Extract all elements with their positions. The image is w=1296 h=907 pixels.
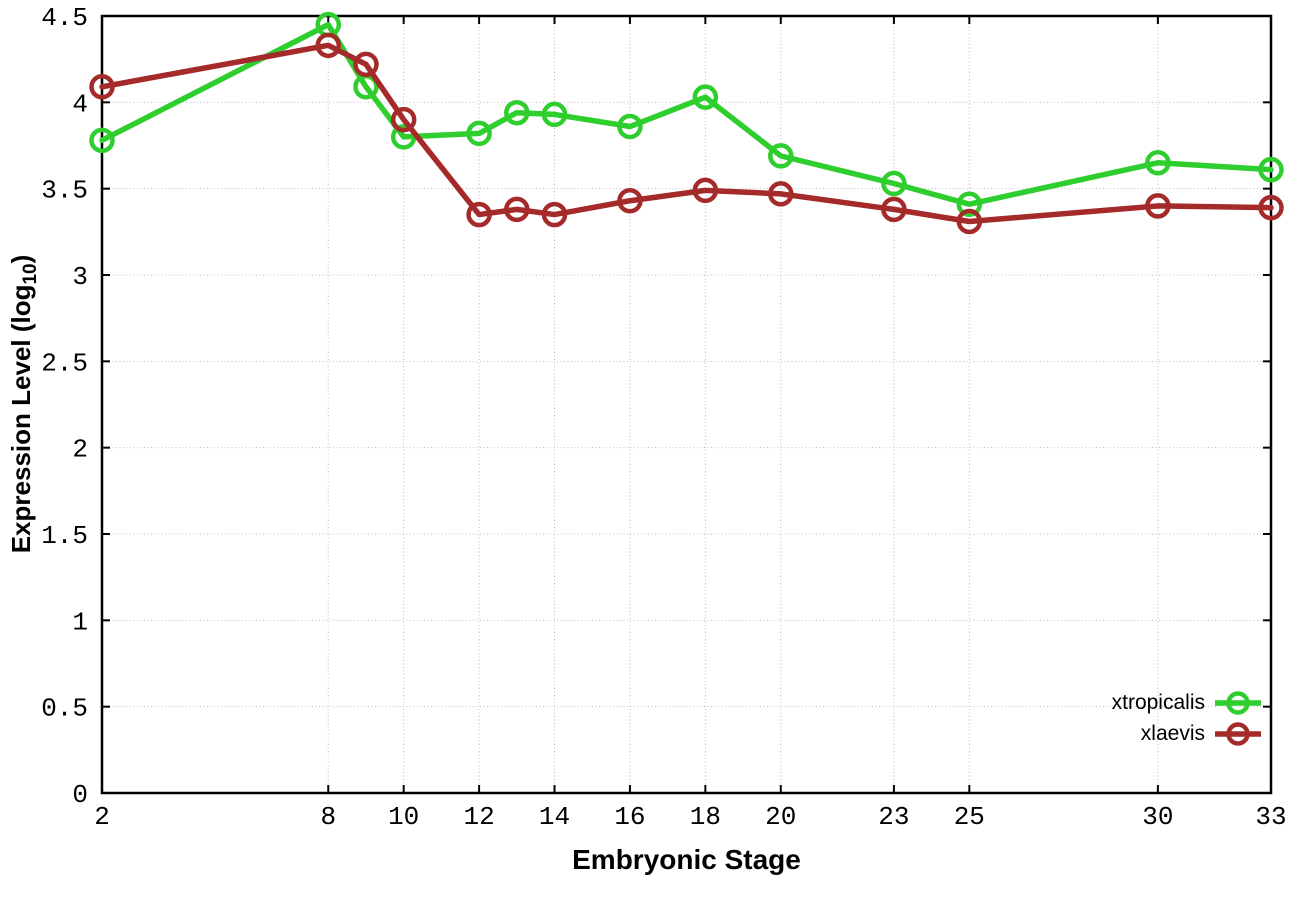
data-point-xlaevis	[956, 208, 983, 235]
y-tick-label: 1	[72, 607, 88, 637]
data-point-xtropicalis	[466, 120, 492, 147]
y-tick-label: 1.5	[41, 521, 88, 551]
data-point-xtropicalis	[692, 84, 719, 110]
y-tick-label: 0.5	[41, 694, 88, 724]
y-tick-label: 2.5	[41, 348, 88, 378]
data-point-xlaevis	[504, 196, 530, 223]
data-point-xlaevis	[466, 201, 492, 228]
data-point-xlaevis	[315, 32, 342, 59]
data-point-xtropicalis	[1258, 156, 1284, 183]
data-point-xlaevis	[617, 188, 643, 214]
data-point-xlaevis	[89, 74, 115, 100]
legend: xtropicalis xlaevis	[1112, 687, 1262, 749]
data-point-xtropicalis	[89, 127, 115, 154]
x-axis-title: Embryonic Stage	[572, 844, 801, 875]
data-point-xtropicalis	[504, 99, 530, 126]
data-point-xtropicalis	[617, 113, 643, 140]
series-line-xtropicalis	[99, 21, 1274, 207]
legend-marker-xlaevis-icon	[1215, 721, 1261, 746]
data-point-xlaevis	[541, 201, 568, 228]
data-point-xlaevis	[353, 51, 379, 78]
legend-item-xtropicalis: xtropicalis	[1112, 687, 1262, 718]
data-point-xtropicalis	[768, 143, 794, 169]
y-tick-label: 2	[72, 435, 88, 465]
y-tick-label: 3	[72, 262, 88, 292]
y-axis-title: Expression Level (log10)	[6, 255, 41, 554]
legend-marker-xtropicalis-icon	[1215, 690, 1261, 715]
x-tick-label: 10	[388, 802, 419, 832]
legend-label-xtropicalis: xtropicalis	[1111, 690, 1205, 714]
data-point-xtropicalis	[956, 191, 983, 217]
x-tick-label: 8	[320, 802, 336, 832]
x-tick-label: 16	[614, 802, 645, 832]
data-point-xlaevis	[881, 196, 907, 223]
data-point-xlaevis	[390, 106, 417, 133]
series-line-xlaevis	[99, 42, 1274, 225]
data-point-xtropicalis	[541, 101, 568, 128]
x-tick-label: 14	[539, 802, 570, 832]
data-point-xlaevis	[1145, 193, 1171, 219]
y-tick-label: 0	[72, 780, 88, 810]
plot-border	[100, 14, 1273, 795]
x-tick-label: 25	[954, 802, 985, 832]
x-tick-label: 33	[1255, 802, 1286, 832]
x-tick-label: 30	[1142, 802, 1173, 832]
y-tick-label: 4.5	[41, 3, 88, 33]
data-point-xlaevis	[768, 181, 794, 207]
data-point-xtropicalis	[1145, 150, 1171, 176]
data-point-xtropicalis	[881, 170, 907, 197]
data-point-xlaevis	[1258, 194, 1284, 221]
legend-label-xlaevis: xlaevis	[1140, 721, 1205, 745]
x-tick-label: 18	[690, 802, 721, 832]
x-tick-label: 2	[94, 802, 110, 832]
x-tick-label: 20	[765, 802, 796, 832]
y-tick-label: 4	[72, 89, 88, 119]
legend-item-xlaevis: xlaevis	[1112, 718, 1262, 749]
data-point-xlaevis	[692, 177, 719, 204]
x-tick-label: 12	[463, 802, 494, 832]
y-tick-label: 3.5	[41, 176, 88, 206]
x-tick-label: 23	[878, 802, 909, 832]
